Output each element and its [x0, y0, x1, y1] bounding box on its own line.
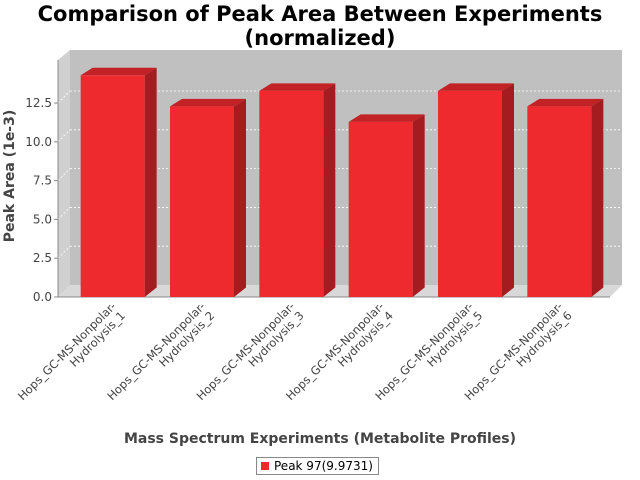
bar-top — [527, 98, 604, 107]
bar — [170, 98, 246, 298]
bar-top — [170, 98, 246, 107]
y-tick-label: 10.0 — [25, 135, 52, 149]
bar-side — [591, 98, 604, 298]
chart-title-line-2: (normalized) — [244, 26, 396, 50]
y-tick-label: 12.5 — [25, 96, 52, 110]
bar-front — [80, 75, 145, 297]
gridline-side — [57, 90, 71, 104]
y-tick-label: 7.5 — [33, 174, 52, 188]
bar-side — [323, 83, 336, 298]
y-tick-labels: 0.0 2.5 5.0 7.5 10.0 12.5 — [25, 96, 58, 304]
y-tick-label: 0.0 — [33, 290, 52, 304]
axes — [57, 60, 610, 298]
bar — [527, 98, 604, 298]
bar-side — [234, 98, 246, 298]
bar — [259, 83, 336, 298]
y-axis-label: Peak Area (1e-3) — [2, 110, 18, 243]
x-tick-label-line: Hops_GC-MS-Nonpolar- — [15, 299, 119, 403]
bar-top — [438, 83, 514, 91]
bar — [348, 114, 425, 298]
bar-top — [80, 67, 157, 76]
bar-side — [502, 83, 514, 298]
x-tick-labels: Hops_GC-MS-Nonpolar-Hydrolysis_1Hops_GC-… — [15, 299, 575, 403]
gridline-side — [57, 245, 71, 259]
gridline-side — [57, 168, 71, 181]
legend-swatch — [261, 462, 269, 470]
y-tick-label: 5.0 — [33, 212, 52, 226]
bar-side — [412, 114, 425, 298]
gridline-side — [57, 207, 71, 220]
bar-top — [348, 114, 425, 122]
bar-front — [438, 90, 502, 298]
bars — [80, 67, 604, 298]
plot-side-wall — [58, 50, 70, 297]
gridline-side — [57, 129, 71, 143]
bar — [80, 67, 157, 297]
legend-item-label: Peak 97(9.9731) — [274, 459, 373, 473]
legend: Peak 97(9.9731) — [256, 457, 379, 475]
chart-title-line-1: Comparison of Peak Area Between Experime… — [37, 2, 603, 26]
bar-side — [144, 67, 157, 297]
bar-top — [259, 83, 336, 91]
bar-front — [348, 121, 413, 298]
bar-front — [527, 106, 592, 298]
chart-title: Comparison of Peak Area Between Experime… — [0, 2, 640, 50]
y-tick-label: 2.5 — [33, 251, 52, 265]
bar-front — [259, 90, 324, 298]
bar-front — [170, 106, 234, 298]
bar — [438, 83, 514, 298]
x-axis-label: Mass Spectrum Experiments (Metabolite Pr… — [123, 431, 517, 447]
